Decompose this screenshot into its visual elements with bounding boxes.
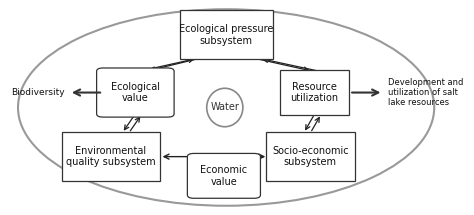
FancyBboxPatch shape [97,68,174,117]
FancyBboxPatch shape [180,10,273,59]
Text: Environmental
quality subsystem: Environmental quality subsystem [66,146,156,167]
FancyBboxPatch shape [280,70,349,115]
Text: Biodiversity: Biodiversity [11,88,64,97]
Text: Socio-economic
subsystem: Socio-economic subsystem [272,146,348,167]
FancyBboxPatch shape [62,132,160,181]
Text: Resource
utilization: Resource utilization [291,82,339,103]
Text: Ecological pressure
subsystem: Ecological pressure subsystem [179,24,273,46]
Text: Ecological
value: Ecological value [111,82,160,103]
FancyBboxPatch shape [187,154,260,198]
FancyBboxPatch shape [266,132,355,181]
Text: Development and
utilization of salt
lake resources: Development and utilization of salt lake… [388,78,463,108]
Text: Economic
value: Economic value [201,165,247,187]
Text: Water: Water [210,103,239,112]
